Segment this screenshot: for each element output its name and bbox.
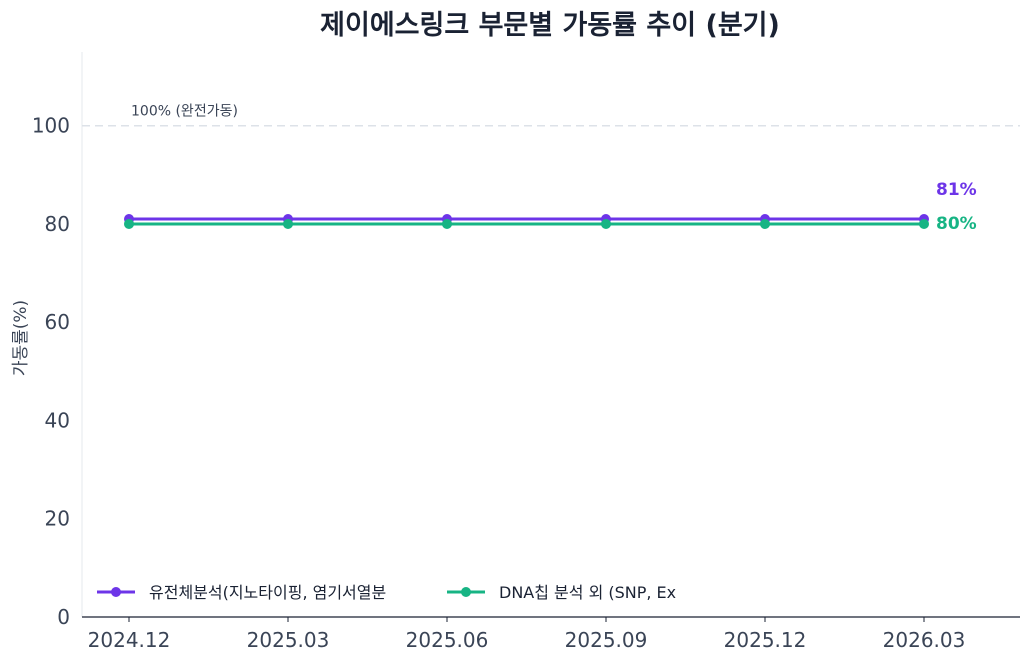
series-end-label: 81% [936, 180, 977, 200]
y-tick-label: 80 [45, 212, 70, 236]
legend-label: DNA칩 분석 외 (SNP, Ex [499, 583, 676, 602]
x-tick-label: 2025.12 [724, 628, 807, 652]
x-tick-labels: 2024.12 2025.03 2025.06 2025.09 2025.12 2026.… [88, 617, 966, 652]
x-tick-label: 2026.03 [883, 628, 966, 652]
data-point [283, 218, 293, 229]
reference-line-label: 100% (완전가동) [131, 104, 238, 120]
series-layer: 81% 80% [124, 180, 977, 234]
y-axis-label: 가동률(%) [11, 300, 31, 376]
legend-label: 유전체분석(지노타이핑, 염기서열분 [149, 583, 386, 602]
x-tick-label: 2025.09 [565, 628, 648, 652]
x-tick-label: 2025.06 [406, 628, 489, 652]
y-tick-label: 60 [45, 310, 70, 334]
legend-marker [111, 587, 121, 597]
data-point [442, 218, 452, 229]
data-point [124, 218, 134, 229]
legend: 유전체분석(지노타이핑, 염기서열분 DNA칩 분석 외 (SNP, Ex [97, 583, 676, 602]
data-point [919, 218, 929, 229]
y-tick-label: 20 [45, 507, 70, 531]
series-end-label: 80% [936, 214, 977, 234]
y-tick-label: 0 [57, 605, 70, 629]
y-tick-label: 40 [45, 408, 70, 432]
y-tick-label: 100 [32, 114, 70, 138]
x-tick-label: 2024.12 [88, 628, 171, 652]
legend-marker [461, 587, 471, 597]
y-tick-labels: 0 20 40 60 80 100 [32, 114, 70, 629]
data-point [760, 218, 770, 229]
data-point [601, 218, 611, 229]
chart-title: 제이에스링크 부문별 가동률 추이 (분기) [320, 10, 780, 41]
x-tick-label: 2025.03 [247, 628, 330, 652]
